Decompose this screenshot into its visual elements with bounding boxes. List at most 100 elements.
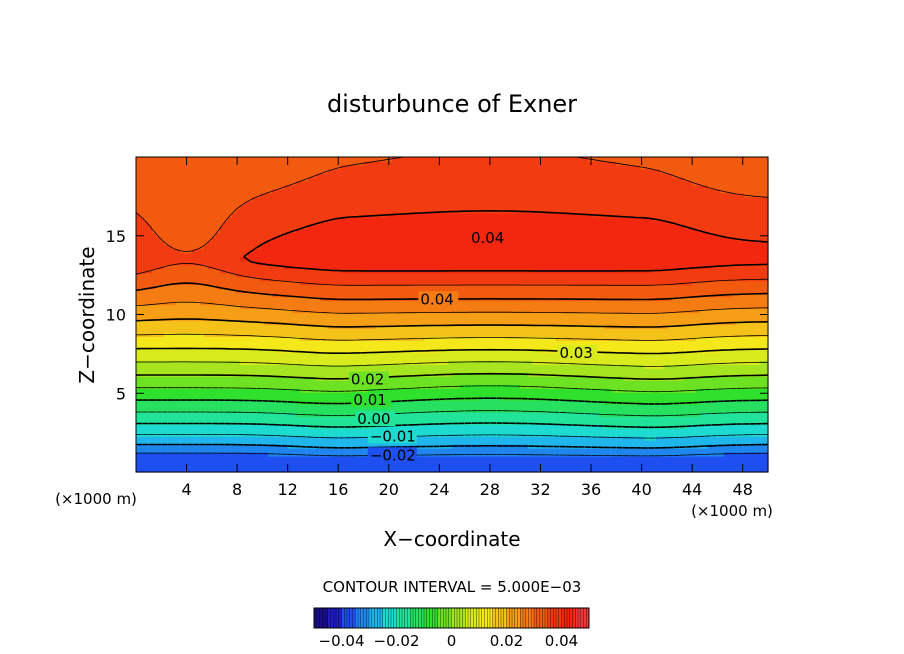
field-cell: [360, 352, 365, 357]
field-cell: [320, 396, 325, 401]
field-cell: [192, 360, 197, 365]
field-cell: [288, 296, 293, 302]
field-cell: [360, 168, 365, 174]
field-cell: [376, 312, 381, 318]
field-cell: [288, 412, 293, 417]
field-cell: [288, 404, 293, 409]
field-cell: [236, 180, 241, 186]
field-cell: [300, 244, 305, 250]
field-cell: [272, 344, 277, 349]
field-cell: [272, 396, 277, 401]
field-cell: [140, 168, 145, 174]
field-cell: [224, 260, 229, 266]
field-cell: [328, 444, 333, 449]
field-cell: [384, 232, 389, 238]
field-cell: [288, 228, 293, 234]
field-cell: [252, 404, 257, 409]
field-cell: [256, 184, 261, 190]
field-cell: [296, 352, 301, 357]
field-cell: [352, 168, 357, 174]
field-cell: [220, 300, 225, 306]
field-cell: [148, 208, 153, 214]
field-cell: [268, 360, 273, 365]
field-cell: [300, 356, 305, 361]
field-cell: [180, 204, 185, 210]
field-cell: [172, 420, 177, 425]
field-cell: [252, 372, 257, 377]
field-cell: [240, 264, 245, 270]
field-cell: [148, 200, 153, 206]
field-cell: [336, 364, 341, 369]
field-cell: [192, 408, 197, 413]
field-cell: [188, 416, 193, 421]
field-cell: [300, 232, 305, 238]
field-cell: [304, 392, 309, 397]
field-cell: [180, 328, 185, 334]
field-cell: [340, 468, 345, 473]
field-cell: [384, 280, 389, 286]
field-cell: [200, 200, 205, 206]
field-cell: [152, 384, 157, 389]
field-cell: [296, 256, 301, 262]
field-cell: [236, 300, 241, 306]
field-cell: [204, 208, 209, 214]
field-cell: [160, 232, 165, 238]
field-cell: [312, 188, 317, 194]
field-cell: [340, 356, 345, 361]
field-cell: [220, 404, 225, 409]
field-cell: [216, 412, 221, 417]
field-cell: [372, 308, 377, 314]
field-cell: [364, 272, 369, 278]
field-cell: [192, 288, 197, 294]
field-cell: [192, 244, 197, 250]
field-cell: [140, 204, 145, 210]
field-cell: [288, 436, 293, 441]
field-cell: [152, 380, 157, 385]
field-cell: [280, 244, 285, 250]
field-cell: [228, 420, 233, 425]
field-cell: [148, 392, 153, 397]
field-cell: [244, 192, 249, 198]
field-cell: [140, 224, 145, 230]
field-cell: [284, 336, 289, 342]
field-cell: [336, 456, 341, 461]
field-cell: [220, 388, 225, 393]
field-cell: [260, 212, 265, 218]
field-cell: [168, 232, 173, 238]
field-cell: [248, 264, 253, 270]
field-cell: [288, 440, 293, 445]
field-cell: [316, 420, 321, 425]
field-cell: [180, 308, 185, 314]
field-cell: [328, 228, 333, 234]
field-cell: [140, 300, 145, 306]
field-cell: [192, 208, 197, 214]
field-cell: [248, 320, 253, 326]
field-cell: [376, 460, 381, 465]
field-cell: [280, 424, 285, 429]
field-cell: [232, 244, 237, 250]
field-cell: [200, 192, 205, 198]
field-cell: [144, 464, 149, 469]
field-cell: [172, 464, 177, 469]
field-cell: [296, 284, 301, 290]
field-cell: [196, 352, 201, 357]
field-cell: [364, 172, 369, 178]
field-cell: [156, 200, 161, 206]
field-cell: [176, 340, 181, 346]
field-cell: [184, 232, 189, 238]
field-cell: [224, 208, 229, 214]
field-cell: [240, 224, 245, 230]
field-cell: [204, 320, 209, 326]
field-cell: [376, 464, 381, 469]
field-cell: [212, 256, 217, 262]
field-cell: [324, 268, 329, 274]
field-cell: [272, 356, 277, 361]
field-cell: [148, 168, 153, 174]
field-cell: [288, 448, 293, 453]
field-cell: [276, 324, 281, 330]
field-cell: [156, 164, 161, 170]
field-cell: [248, 364, 253, 369]
field-cell: [136, 220, 141, 226]
field-cell: [192, 300, 197, 306]
field-cell: [168, 252, 173, 258]
